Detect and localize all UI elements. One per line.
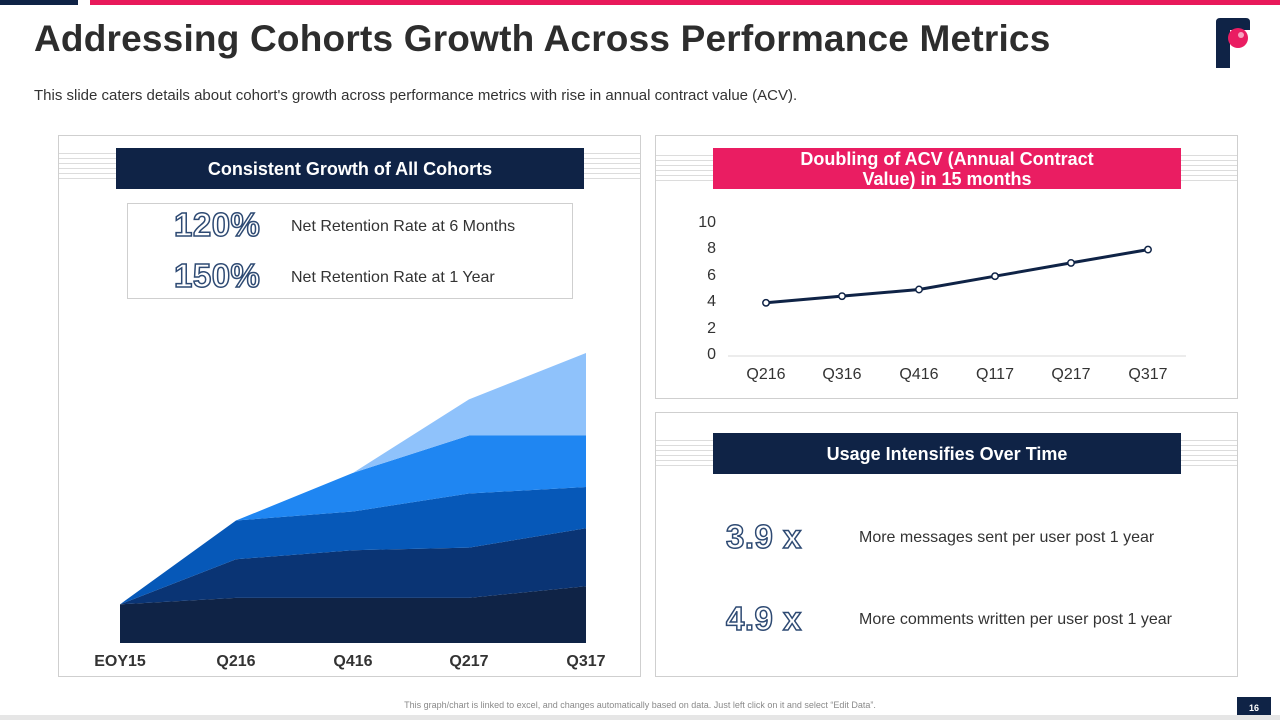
- x-tick: EOY15: [94, 653, 146, 670]
- retention-1y-value: 150%: [173, 256, 261, 295]
- y-tick: 2: [707, 320, 716, 337]
- bottom-strip: [0, 715, 1280, 720]
- top-accent-pink: [90, 0, 1280, 5]
- usage-banner: Usage Intensifies Over Time: [713, 433, 1181, 474]
- page-title: Addressing Cohorts Growth Across Perform…: [34, 18, 1051, 59]
- retention-6m-value: 120%: [173, 205, 261, 244]
- cohort-area-5: [120, 353, 586, 605]
- acv-point: [762, 298, 770, 307]
- acv-point: [1067, 258, 1075, 267]
- y-tick: 10: [698, 214, 716, 231]
- acv-banner: Doubling of ACV (Annual Contract Value) …: [713, 148, 1181, 189]
- retention-1y-label: Net Retention Rate at 1 Year: [291, 269, 495, 286]
- acv-banner-line1: Doubling of ACV (Annual Contract: [800, 148, 1094, 169]
- y-tick: 6: [707, 267, 716, 284]
- messages-multiplier-value: 3.9 x: [725, 517, 802, 556]
- x-tick: Q217: [449, 653, 489, 670]
- acv-line-chart: [728, 245, 1186, 357]
- y-tick: 0: [707, 346, 716, 363]
- cohort-growth-banner: Consistent Growth of All Cohorts: [116, 148, 584, 189]
- page-subtitle: This slide caters details about cohort's…: [34, 87, 798, 104]
- cohort-area-chart: [120, 353, 586, 643]
- x-tick: Q117: [976, 366, 1014, 383]
- comments-multiplier-value: 4.9 x: [725, 599, 802, 638]
- retention-box: 120% Net Retention Rate at 6 Months 150%…: [127, 203, 573, 299]
- x-tick: Q216: [216, 653, 256, 670]
- acv-point: [838, 292, 846, 301]
- messages-multiplier-label: More messages sent per user post 1 year: [859, 529, 1155, 546]
- retention-6m-label: Net Retention Rate at 6 Months: [291, 218, 516, 235]
- x-tick: Q317: [566, 653, 606, 670]
- cohort-growth-panel: Consistent Growth of All Cohorts 120% Ne…: [58, 135, 641, 677]
- cohort-area-1: [120, 586, 586, 643]
- acv-point: [1144, 245, 1152, 254]
- x-tick: Q416: [333, 653, 373, 670]
- acv-point: [991, 272, 999, 281]
- page-number: 16: [1237, 697, 1271, 719]
- acv-point: [915, 285, 923, 294]
- usage-panel: Usage Intensifies Over Time 3.9 x More m…: [655, 412, 1238, 677]
- cohort-area-3: [120, 487, 586, 605]
- footer-note: This graph/chart is linked to excel, and…: [404, 700, 876, 710]
- cohort-area-4: [120, 435, 586, 605]
- y-tick: 8: [707, 240, 716, 257]
- acv-panel: Doubling of ACV (Annual Contract Value) …: [655, 135, 1238, 399]
- x-tick: Q316: [822, 366, 862, 383]
- x-tick: Q216: [746, 366, 786, 383]
- acv-banner-line2: Value) in 15 months: [862, 168, 1032, 189]
- top-accent-dark: [0, 0, 78, 5]
- cohort-area-2: [120, 528, 586, 605]
- x-tick: Q217: [1051, 366, 1091, 383]
- acv-series-line: [765, 248, 1149, 305]
- x-tick: Q317: [1128, 366, 1168, 383]
- comments-multiplier-label: More comments written per user post 1 ye…: [859, 611, 1173, 628]
- brand-logo-icon: [1216, 18, 1250, 68]
- y-tick: 4: [707, 293, 716, 310]
- x-tick: Q416: [899, 366, 939, 383]
